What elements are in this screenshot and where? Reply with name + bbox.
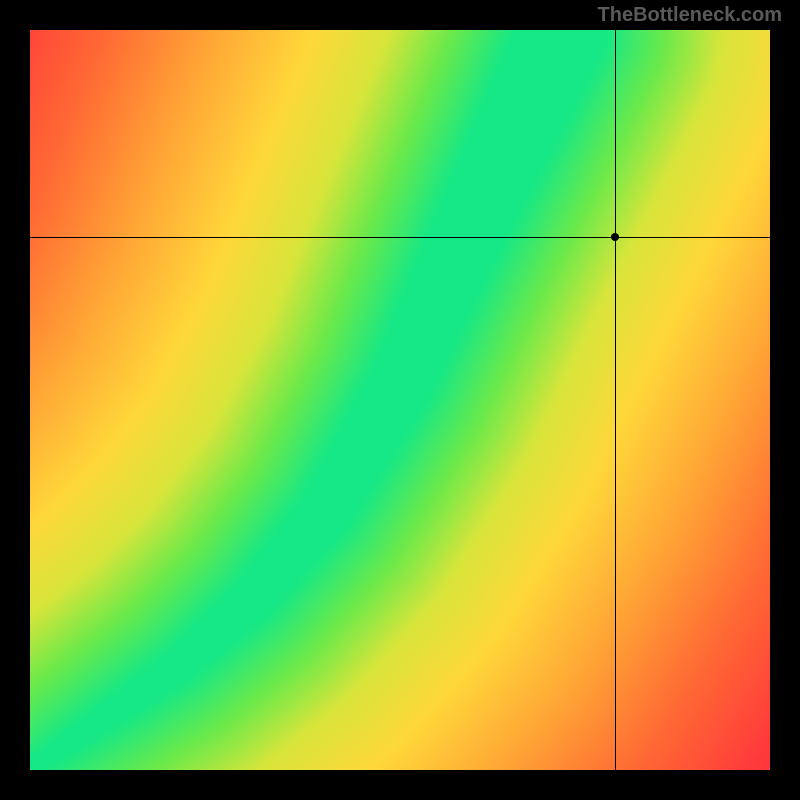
watermark-text: TheBottleneck.com — [598, 4, 782, 27]
crosshair-horizontal — [30, 237, 770, 238]
crosshair-vertical — [615, 30, 616, 770]
heatmap-plot — [30, 30, 770, 770]
heatmap-canvas — [30, 30, 770, 770]
crosshair-dot — [611, 233, 619, 241]
